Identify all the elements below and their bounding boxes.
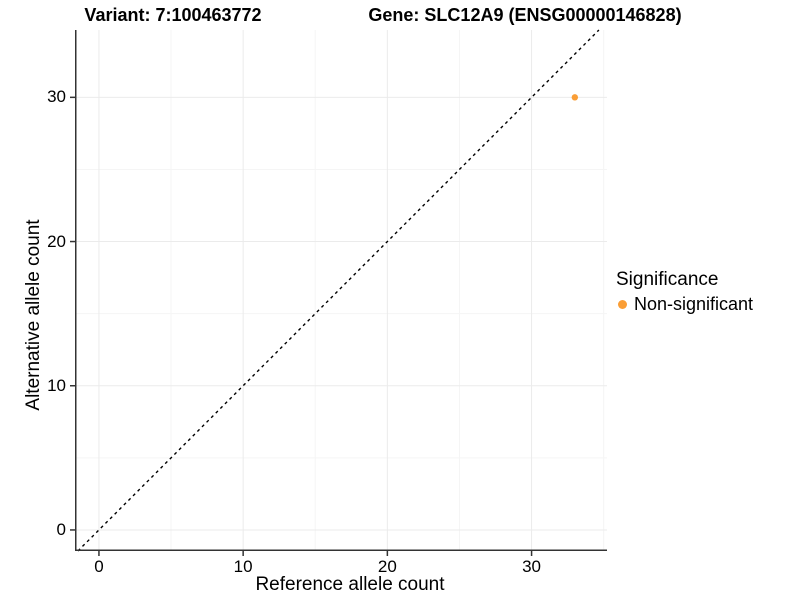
y-tick-label-10: 10	[47, 375, 66, 395]
legend-item: Non-significant	[616, 294, 796, 315]
identity-reference-line	[77, 29, 600, 552]
plot-panel	[70, 29, 607, 556]
plot-canvas	[70, 29, 607, 556]
legend-item-label: Non-significant	[634, 294, 754, 314]
plot-title-variant: Variant: 7:100463772	[84, 5, 262, 25]
data-point	[571, 94, 579, 101]
legend-items: Non-significant	[616, 294, 796, 315]
legend-point-swatch	[618, 300, 627, 309]
y-axis-title: Alternative allele count	[23, 219, 44, 411]
x-tick-label-30: 30	[522, 557, 542, 576]
x-axis-title: Reference allele count	[255, 574, 445, 595]
y-tick-label-20: 20	[47, 231, 66, 251]
x-tick-label-0: 0	[94, 557, 104, 576]
legend-title: Significance	[616, 269, 719, 290]
y-tick-label-30: 30	[47, 87, 66, 107]
x-tick-label-20: 20	[377, 557, 397, 576]
y-tick-label-0: 0	[56, 519, 66, 539]
legend: Significance Non-significant	[616, 269, 796, 315]
x-tick-label-10: 10	[233, 557, 253, 576]
plot-title-gene: Gene: SLC12A9 (ENSG00000146828)	[368, 5, 682, 25]
